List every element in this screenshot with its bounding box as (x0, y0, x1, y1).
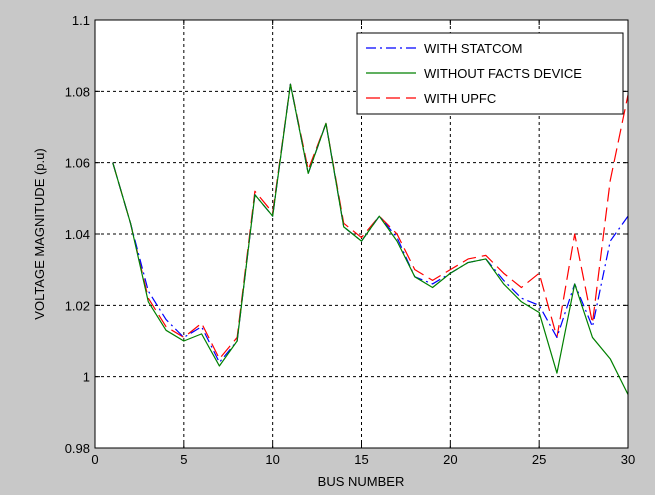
legend: WITH STATCOM WITHOUT FACTS DEVICE WITH UPF… (356, 32, 624, 115)
y-tick-label: 1.08 (65, 84, 90, 99)
y-tick-label: 0.98 (65, 441, 90, 456)
x-tick-label: 15 (354, 452, 368, 467)
x-tick-label: 20 (443, 452, 457, 467)
x-tick-label: 25 (532, 452, 546, 467)
ticks (94, 19, 629, 449)
x-tick-label: 0 (91, 452, 98, 467)
y-tick-label: 1.04 (65, 227, 90, 242)
x-tick-label: 10 (265, 452, 279, 467)
x-tick-labels: 0 5 10 15 20 25 30 (91, 452, 635, 467)
y-tick-label: 1.02 (65, 298, 90, 313)
series-lines (112, 83, 628, 395)
series-line-without-facts-device (112, 83, 628, 395)
x-tick-label: 5 (180, 452, 187, 467)
y-tick-label: 1.06 (65, 156, 90, 171)
legend-items: WITH STATCOM WITHOUT FACTS DEVICE WITH UPF… (366, 41, 582, 106)
x-axis-label: BUS NUMBER (318, 474, 405, 489)
y-tick-labels: 0.98 1 1.02 1.04 1.06 1.08 1.1 (65, 13, 90, 456)
legend-label-with-upfc: WITH UPFC (424, 91, 496, 106)
y-tick-label: 1 (83, 370, 90, 385)
series-line-with-upfc (112, 83, 628, 360)
legend-label-without-facts-device: WITHOUT FACTS DEVICE (424, 66, 582, 81)
y-axis-label: VOLTAGE MAGNITUDE (p.u) (32, 148, 47, 319)
y-tick-label: 1.1 (72, 13, 90, 28)
legend-label-with-statcom: WITH STATCOM (424, 41, 522, 56)
x-tick-label: 30 (621, 452, 635, 467)
grid (95, 20, 628, 448)
